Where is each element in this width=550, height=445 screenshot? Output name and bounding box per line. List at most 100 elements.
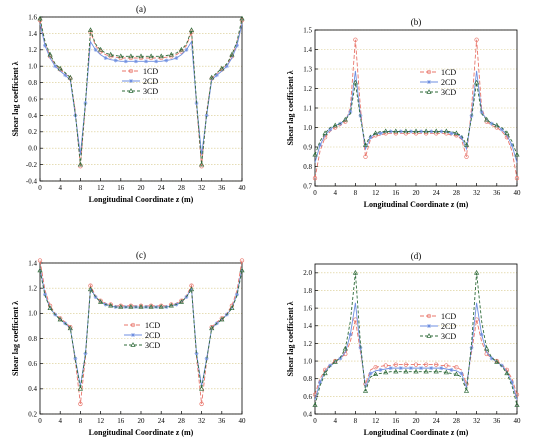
data-point xyxy=(514,402,520,407)
x-tick-label: 8 xyxy=(354,189,358,197)
data-point xyxy=(358,345,363,350)
data-point xyxy=(57,316,63,322)
data-point xyxy=(429,366,434,371)
x-axis-label: Longitudinal Coordinate z (m) xyxy=(364,200,469,209)
data-point xyxy=(159,303,164,308)
y-tick-label: 0.6 xyxy=(28,360,37,368)
x-tick-label: 20 xyxy=(413,189,421,197)
x-axis-label: Longitudinal Coordinate z (m) xyxy=(89,428,194,437)
series-line-1CD xyxy=(314,39,518,179)
series-3CD xyxy=(37,267,245,391)
data-point xyxy=(37,258,43,263)
series-line-1CD xyxy=(314,319,518,395)
data-point xyxy=(322,130,328,136)
data-point xyxy=(169,302,174,307)
x-tick-label: 28 xyxy=(453,417,461,425)
data-point xyxy=(43,43,48,48)
y-tick-label: 0.8 xyxy=(303,375,312,383)
series-3CD xyxy=(37,15,245,167)
data-point xyxy=(184,47,189,52)
panel-label: (d) xyxy=(411,251,422,261)
legend-marker xyxy=(129,79,133,83)
x-tick-label: 28 xyxy=(178,417,186,425)
series-1CD xyxy=(312,37,520,181)
x-tick-label: 12 xyxy=(372,189,380,197)
y-tick-label: 0.0 xyxy=(28,145,37,153)
data-point xyxy=(138,304,144,309)
y-tick-label: 0.8 xyxy=(303,163,312,171)
legend-marker xyxy=(131,333,135,337)
data-point xyxy=(148,304,154,309)
series-3CD xyxy=(312,269,520,407)
data-point xyxy=(108,51,114,57)
data-point xyxy=(352,79,358,85)
data-point xyxy=(443,128,449,134)
data-point xyxy=(474,37,479,42)
y-tick-label: 1.0 xyxy=(303,124,312,132)
data-point xyxy=(188,27,195,32)
data-point xyxy=(423,368,429,374)
x-tick-label: 28 xyxy=(178,184,186,192)
data-point xyxy=(178,299,184,304)
y-tick-label: 1.1 xyxy=(303,104,312,112)
data-point xyxy=(123,59,128,64)
data-point xyxy=(463,388,470,393)
y-tick-label: 2.0 xyxy=(303,269,312,277)
data-point xyxy=(353,37,358,42)
series-line-3CD xyxy=(39,18,243,165)
x-tick-label: 12 xyxy=(97,417,105,425)
data-point xyxy=(348,332,353,337)
data-point xyxy=(443,369,449,375)
data-point xyxy=(37,15,43,21)
series-line-2CD xyxy=(314,302,518,401)
data-point xyxy=(514,151,520,157)
data-point xyxy=(118,53,124,59)
data-point xyxy=(209,74,215,80)
x-tick-label: 40 xyxy=(514,189,522,197)
legend-label: 2CD xyxy=(441,322,456,331)
data-point xyxy=(332,122,338,128)
y-axis-label: Shear lag coefficient λ xyxy=(286,301,295,376)
x-tick-label: 36 xyxy=(218,417,226,425)
legend-marker xyxy=(426,69,432,75)
y-axis-label: Shear lag coefficient λ xyxy=(286,70,295,145)
y-tick-label: 1.0 xyxy=(28,310,37,318)
data-point xyxy=(219,316,225,322)
y-tick-label: 0.2 xyxy=(28,410,37,418)
y-tick-label: 1.4 xyxy=(303,322,312,330)
data-point xyxy=(194,351,199,356)
data-point xyxy=(128,304,134,309)
y-tick-label: 1.2 xyxy=(303,340,312,348)
data-point xyxy=(83,351,88,356)
data-point xyxy=(239,267,245,273)
data-point xyxy=(168,51,174,57)
data-point xyxy=(454,365,459,370)
x-tick-label: 20 xyxy=(138,417,146,425)
data-point xyxy=(108,302,113,307)
data-point xyxy=(439,366,444,371)
y-tick-label: 1.2 xyxy=(28,46,37,54)
data-point xyxy=(93,294,98,299)
legend-label: 2CD xyxy=(143,77,158,86)
data-point xyxy=(168,302,174,308)
data-point xyxy=(352,269,358,275)
y-tick-label: 1.4 xyxy=(303,46,312,54)
y-tick-label: 0.6 xyxy=(28,95,37,103)
x-tick-label: 40 xyxy=(239,184,247,192)
data-point xyxy=(489,121,494,126)
x-tick-label: 36 xyxy=(218,184,226,192)
panel-label: (a) xyxy=(136,4,146,14)
data-point xyxy=(504,130,510,136)
data-point xyxy=(383,363,388,368)
y-tick-label: 0.6 xyxy=(303,393,312,401)
y-tick-label: 1.2 xyxy=(303,85,312,93)
data-point xyxy=(224,64,229,69)
legend-marker xyxy=(426,313,432,319)
x-tick-label: 36 xyxy=(493,417,501,425)
x-tick-label: 24 xyxy=(158,417,166,425)
series-3CD xyxy=(312,79,520,157)
legend-marker xyxy=(426,89,432,94)
data-point xyxy=(383,128,389,134)
data-point xyxy=(322,370,328,376)
